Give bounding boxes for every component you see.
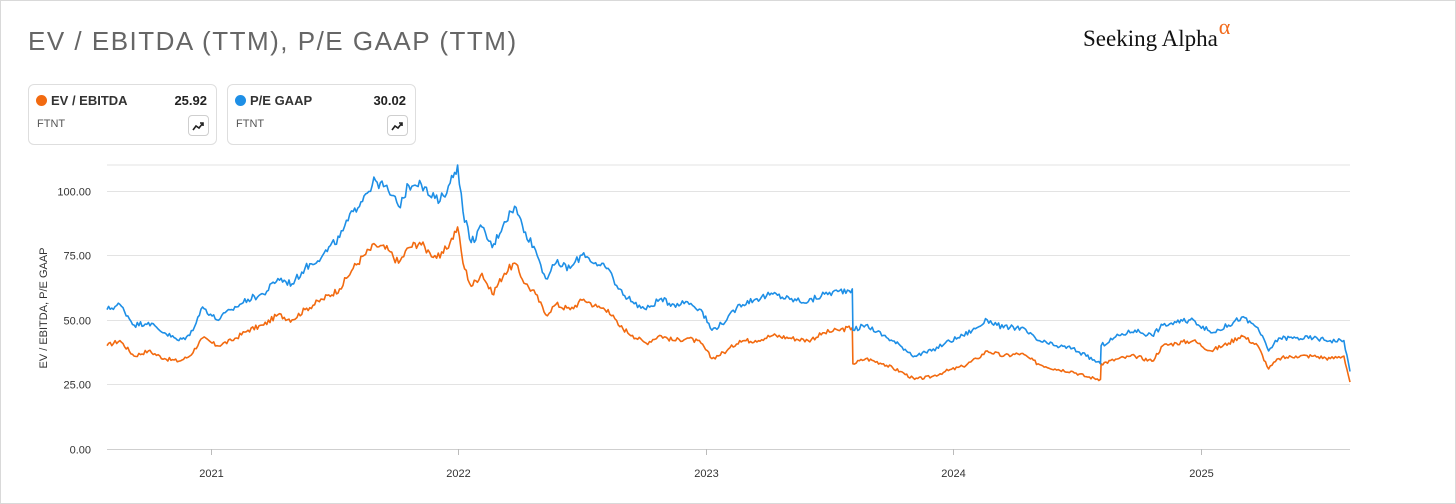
series-color-dot — [36, 95, 47, 106]
legend-series-value: 30.02 — [373, 93, 406, 108]
legend-ticker: FTNT — [37, 118, 66, 130]
x-tick-label: 2023 — [694, 468, 718, 480]
seeking-alpha-logo[interactable]: Seeking Alphaα — [1083, 14, 1230, 52]
x-tick-label: 2022 — [446, 468, 470, 480]
series-color-dot — [235, 95, 246, 106]
y-tick-label: 100.00 — [57, 187, 91, 199]
trend-chart-icon — [192, 122, 204, 131]
legend-ticker: FTNT — [236, 118, 265, 130]
y-tick-label: 50.00 — [63, 316, 91, 328]
x-tick-label: 2021 — [199, 468, 223, 480]
x-tick-label: 2024 — [941, 468, 965, 480]
trend-chart-button[interactable] — [188, 115, 209, 136]
x-tick-label: 2025 — [1189, 468, 1213, 480]
series-line-p-e-gaap — [106, 164, 1351, 372]
alpha-icon: α — [1218, 14, 1231, 39]
chart-title: EV / EBITDA (TTM), P/E GAAP (TTM) — [28, 26, 518, 56]
legend-series-value: 25.92 — [174, 93, 207, 108]
y-tick-label: 75.00 — [63, 251, 91, 263]
trend-chart-icon — [391, 122, 403, 131]
trend-chart-button[interactable] — [387, 115, 408, 136]
legend-series-name: EV / EBITDA — [51, 93, 128, 108]
legend-series-name: P/E GAAP — [250, 93, 313, 108]
legend-card-ev-ebitda[interactable]: EV / EBITDA 25.92 FTNT — [28, 84, 217, 145]
legend-card-pe-gaap[interactable]: P/E GAAP 30.02 FTNT — [227, 84, 416, 145]
y-tick-label: 25.00 — [63, 380, 91, 392]
logo-text: Seeking Alpha — [1083, 26, 1218, 51]
series-line-ev-ebitda — [106, 226, 1351, 383]
y-tick-label: 0.00 — [70, 445, 91, 457]
